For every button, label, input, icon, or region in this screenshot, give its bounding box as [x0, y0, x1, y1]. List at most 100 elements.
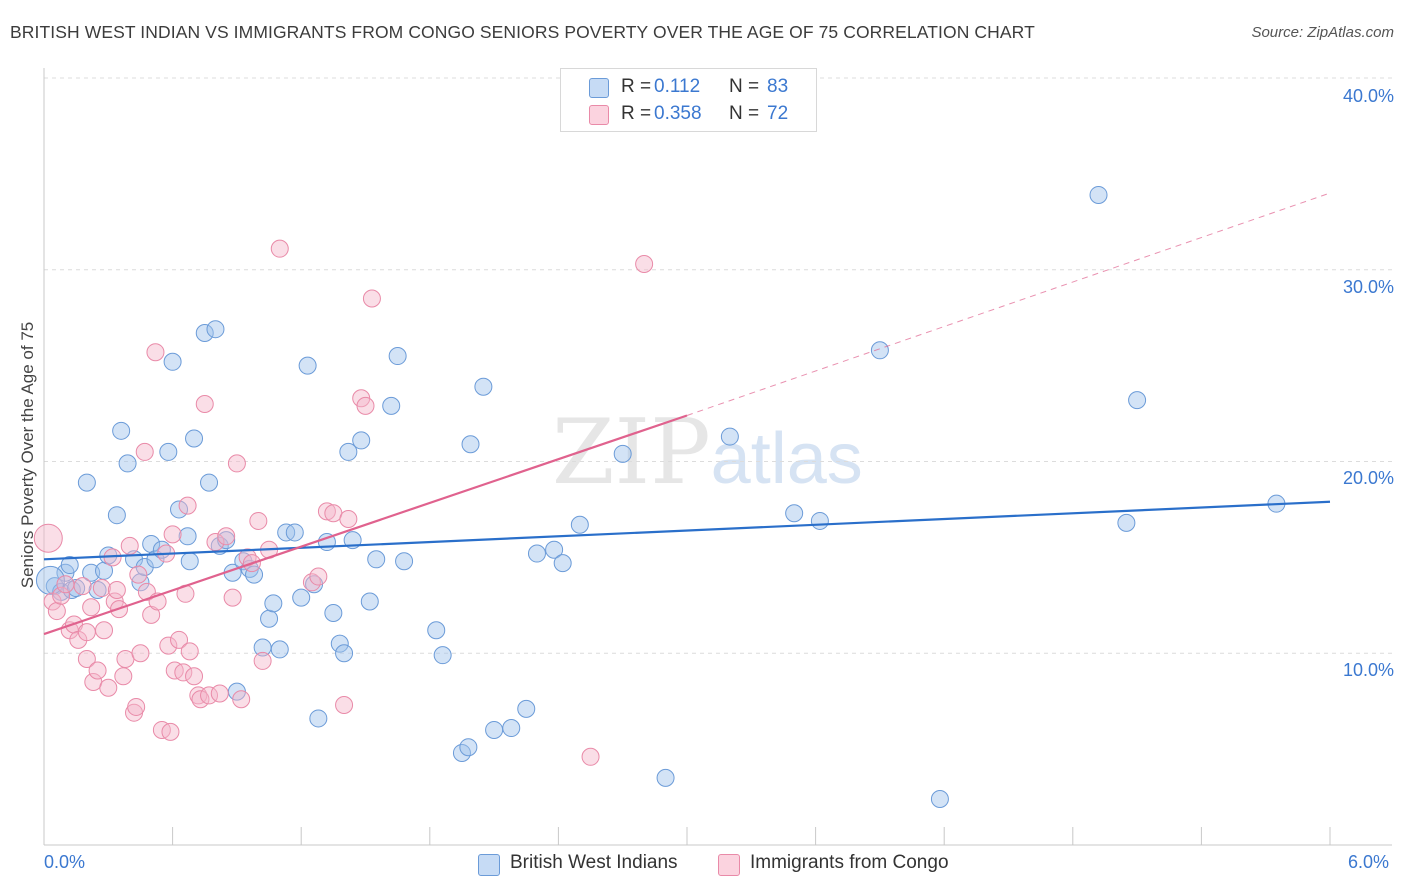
point-immigrants-from-congo — [52, 586, 71, 605]
point-british-west-indians — [502, 719, 521, 738]
point-immigrants-from-congo — [95, 621, 114, 640]
point-british-west-indians — [720, 427, 739, 446]
point-british-west-indians — [200, 473, 219, 492]
point-immigrants-from-congo — [185, 667, 204, 686]
point-immigrants-from-congo — [77, 623, 96, 642]
r-value: 0.112 — [654, 76, 701, 97]
point-british-west-indians — [185, 429, 204, 448]
point-immigrants-from-congo — [339, 510, 358, 529]
y-tick-label: 20.0% — [1342, 468, 1394, 488]
point-british-west-indians — [264, 594, 283, 613]
point-immigrants-from-congo — [178, 496, 197, 515]
point-immigrants-from-congo — [324, 504, 343, 523]
point-british-west-indians — [367, 550, 386, 569]
point-british-west-indians — [870, 341, 889, 360]
point-british-west-indians — [395, 552, 414, 571]
point-british-west-indians — [1128, 391, 1147, 410]
point-immigrants-from-congo — [47, 602, 66, 621]
point-british-west-indians — [159, 442, 178, 461]
point-british-west-indians — [527, 544, 546, 563]
point-british-west-indians — [67, 579, 86, 598]
trendline-immigrants-from-congo — [43, 414, 688, 636]
point-british-west-indians — [474, 377, 493, 396]
point-immigrants-from-congo — [114, 667, 133, 686]
point-immigrants-from-congo — [210, 684, 229, 703]
point-immigrants-from-congo — [135, 442, 154, 461]
point-british-west-indians — [1089, 185, 1108, 204]
point-british-west-indians — [170, 500, 189, 519]
point-british-west-indians — [545, 540, 564, 559]
point-immigrants-from-congo — [362, 289, 381, 308]
point-british-west-indians — [324, 603, 343, 622]
point-immigrants-from-congo — [232, 690, 251, 709]
legend-row-immigrants-from-congo: R = 0.358 N = 72 — [561, 100, 816, 128]
point-british-west-indians — [339, 442, 358, 461]
point-british-west-indians — [292, 588, 311, 607]
legend-label: Immigrants from Congo — [750, 852, 949, 873]
point-immigrants-from-congo — [170, 630, 189, 649]
point-immigrants-from-congo — [159, 636, 178, 655]
y-tick-label: 10.0% — [1342, 660, 1394, 680]
legend-swatch — [589, 78, 609, 98]
point-british-west-indians — [60, 556, 79, 575]
chart-title: BRITISH WEST INDIAN VS IMMIGRANTS FROM C… — [10, 22, 1035, 42]
point-immigrants-from-congo — [146, 343, 165, 362]
x-tick-label: 6.0% — [1348, 852, 1390, 872]
point-british-west-indians — [285, 523, 304, 542]
point-immigrants-from-congo — [191, 690, 210, 709]
legend-row-british-west-indians: R = 0.112 N = 83 — [561, 73, 816, 101]
n-value: 83 — [767, 76, 789, 97]
point-british-west-indians — [352, 431, 371, 450]
point-immigrants-from-congo — [253, 651, 272, 670]
legend-label: British West Indians — [510, 852, 678, 873]
point-immigrants-from-congo — [581, 747, 600, 766]
point-immigrants-from-congo — [131, 644, 150, 663]
point-british-west-indians — [195, 324, 214, 343]
point-british-west-indians — [1117, 513, 1136, 532]
point-british-west-indians — [930, 789, 949, 808]
point-british-west-indians — [206, 320, 225, 339]
point-british-west-indians — [427, 621, 446, 640]
trendline-extension-immigrants-from-congo — [686, 192, 1331, 416]
source-label: Source: ZipAtlas.com — [1251, 24, 1394, 41]
point-british-west-indians — [335, 644, 354, 663]
point-british-west-indians — [180, 552, 199, 571]
point-british-west-indians — [118, 454, 137, 473]
point-immigrants-from-congo — [99, 678, 118, 697]
point-immigrants-from-congo — [120, 536, 139, 555]
point-british-west-indians — [553, 554, 572, 573]
y-tick-label: 40.0% — [1342, 86, 1394, 106]
x-tick-label: 0.0% — [44, 852, 86, 872]
point-british-west-indians — [360, 592, 379, 611]
point-immigrants-from-congo — [317, 502, 336, 521]
stats-legend: R = 0.112 N = 83 R = 0.358 N = 72 — [560, 68, 817, 132]
point-immigrants-from-congo — [309, 567, 328, 586]
point-british-west-indians — [260, 609, 279, 628]
point-immigrants-from-congo — [56, 575, 75, 594]
point-british-west-indians — [613, 444, 632, 463]
point-british-west-indians — [433, 646, 452, 665]
point-immigrants-from-congo — [223, 588, 242, 607]
point-immigrants-from-congo — [73, 577, 92, 596]
point-british-west-indians — [112, 421, 131, 440]
point-immigrants-from-congo — [227, 454, 246, 473]
point-immigrants-from-congo — [174, 663, 193, 682]
point-british-west-indians — [388, 347, 407, 366]
point-immigrants-from-congo — [249, 511, 268, 530]
trendline-british-west-indians — [43, 500, 1331, 561]
point-british-west-indians — [810, 511, 829, 530]
n-value: 72 — [767, 103, 789, 124]
point-british-west-indians — [570, 515, 589, 534]
point-british-west-indians — [309, 709, 328, 728]
point-immigrants-from-congo — [356, 396, 375, 415]
point-british-west-indians — [163, 352, 182, 371]
point-british-west-indians — [298, 356, 317, 375]
point-british-west-indians — [656, 768, 675, 787]
r-value: 0.358 — [654, 103, 702, 124]
point-immigrants-from-congo — [161, 722, 180, 741]
point-immigrants-from-congo — [127, 697, 146, 716]
point-british-west-indians — [485, 720, 504, 739]
point-immigrants-from-congo — [635, 254, 654, 273]
legend-swatch — [589, 105, 609, 125]
